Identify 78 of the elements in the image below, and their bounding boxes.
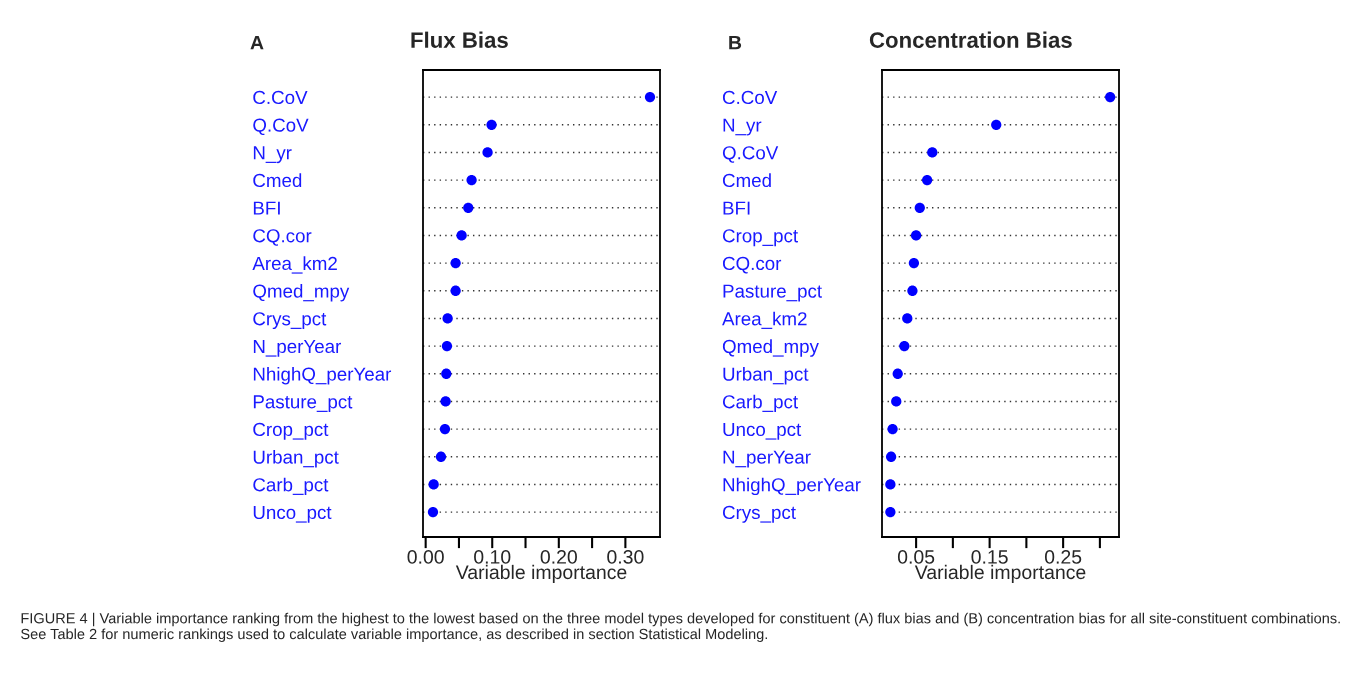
y-tick-label: Cmed (722, 173, 771, 188)
point (908, 257, 920, 269)
y-tick-label: Carb_pct (722, 394, 798, 413)
point (1105, 91, 1116, 103)
chart-title: Concentration Bias (869, 31, 1072, 48)
point (456, 230, 467, 241)
point (486, 119, 497, 130)
x-tick-label: 0.30 (607, 550, 644, 564)
y-tick-label: Pasture_pct (253, 395, 353, 413)
y-tick-label: Urban_pct (723, 366, 809, 385)
y-tick-label: N_yr (253, 146, 292, 164)
point (441, 368, 452, 379)
y-tick-label: NhighQ_perYear (253, 366, 392, 385)
point (428, 479, 439, 490)
y-tick-label: Crys_pct (722, 505, 796, 523)
text: A (250, 35, 264, 50)
y-tick-label: CQ.cor (722, 256, 782, 274)
y-tick-label: Pasture_pct (723, 284, 822, 302)
caption: FIGURE 4 | Variable importance ranking from the highest to the lowest based on the three model types developed for constituent (A) flux bias and (B) concentration bias for all site-constituent combinations. See Table 2 for numeric rankings used to calculate variable importance, as described in section Statistical Modeling. (21, 612, 1340, 643)
point (887, 423, 898, 435)
y-tick-label: Crop_pct (722, 229, 798, 247)
point (450, 257, 461, 269)
y-tick-label: Unco_pct (253, 506, 332, 523)
y-tick-label: NhighQ_perYear (723, 477, 861, 496)
point (991, 119, 1002, 130)
point (885, 479, 896, 490)
point (914, 202, 925, 213)
point (885, 451, 897, 462)
y-tick-label: Qmed_mpy (253, 283, 350, 302)
y-tick-label: Qmed_mpy (722, 339, 819, 357)
point (466, 174, 477, 186)
point (891, 396, 902, 407)
y-tick-label: Crop_pct (253, 422, 329, 440)
x-tick-label: 0.25 (1044, 550, 1082, 564)
y-tick-label: C.CoV (722, 90, 778, 105)
x-tick-label: 0.10 (474, 550, 511, 564)
chart-title: Flux Bias (411, 31, 508, 48)
y-tick-label: C.CoV (253, 90, 308, 105)
x-tick-label: 0.00 (407, 550, 444, 564)
y-tick-label: Crys_pct (253, 312, 327, 330)
point (927, 147, 938, 158)
y-tick-label: Q.CoV (253, 118, 309, 136)
y-tick-label: Area_km2 (252, 256, 337, 274)
point (921, 174, 933, 186)
point (907, 285, 918, 296)
point (439, 423, 451, 435)
point (441, 340, 453, 352)
y-tick-label: N_perYear (723, 450, 811, 468)
y-tick-label: N_yr (723, 118, 762, 136)
point (482, 147, 493, 158)
point (899, 340, 910, 352)
point (442, 313, 453, 324)
point (644, 91, 656, 103)
y-tick-label: Cmed (253, 173, 302, 188)
y-tick-label: Urban_pct (253, 449, 339, 468)
point (427, 506, 439, 518)
x-axis-title: Variable importance (914, 564, 1086, 583)
x-tick-label: 0.20 (540, 550, 577, 564)
x-axis-title: Variable importance (455, 564, 627, 583)
point (892, 368, 903, 379)
y-tick-label: Unco_pct (723, 423, 802, 440)
text: B (729, 35, 742, 50)
point (450, 285, 461, 296)
point (902, 313, 913, 324)
y-tick-label: CQ.cor (253, 229, 312, 246)
x-tick-label: 0.05 (897, 550, 935, 564)
point (910, 230, 922, 241)
y-tick-label: Carb_pct (253, 477, 329, 496)
point (440, 396, 451, 407)
y-tick-label: Area_km2 (722, 311, 807, 329)
y-tick-label: BFI (723, 201, 750, 215)
point (463, 202, 474, 213)
x-tick-label: 0.15 (971, 550, 1008, 564)
point (435, 451, 447, 462)
y-tick-label: Q.CoV (722, 146, 779, 163)
point (885, 506, 896, 518)
y-tick-label: BFI (253, 201, 280, 215)
y-tick-label: N_perYear (253, 340, 342, 357)
